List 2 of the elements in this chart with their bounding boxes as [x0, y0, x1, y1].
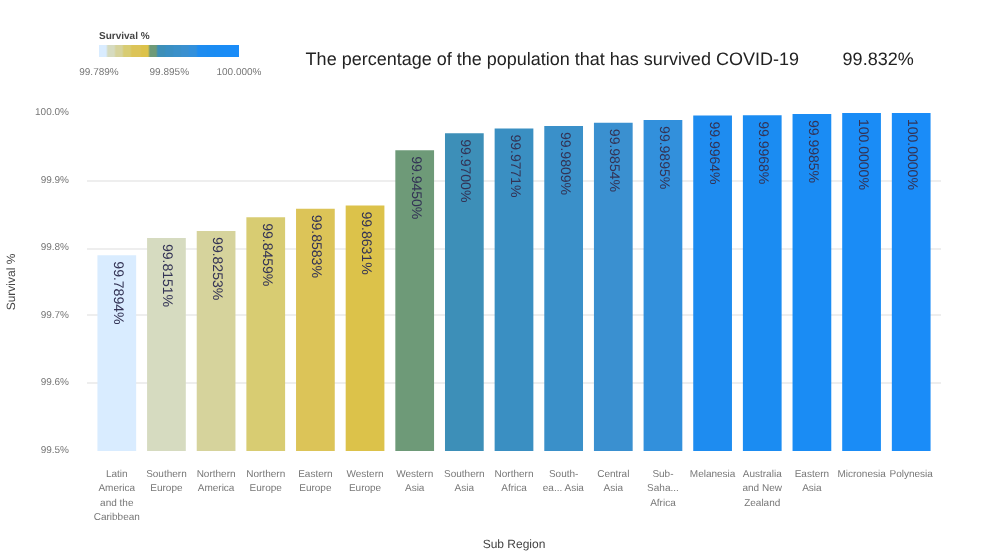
text: 99.832%: [842, 49, 914, 69]
chart-title: The percentage of the population that has survived COVID-19: [305, 49, 799, 69]
